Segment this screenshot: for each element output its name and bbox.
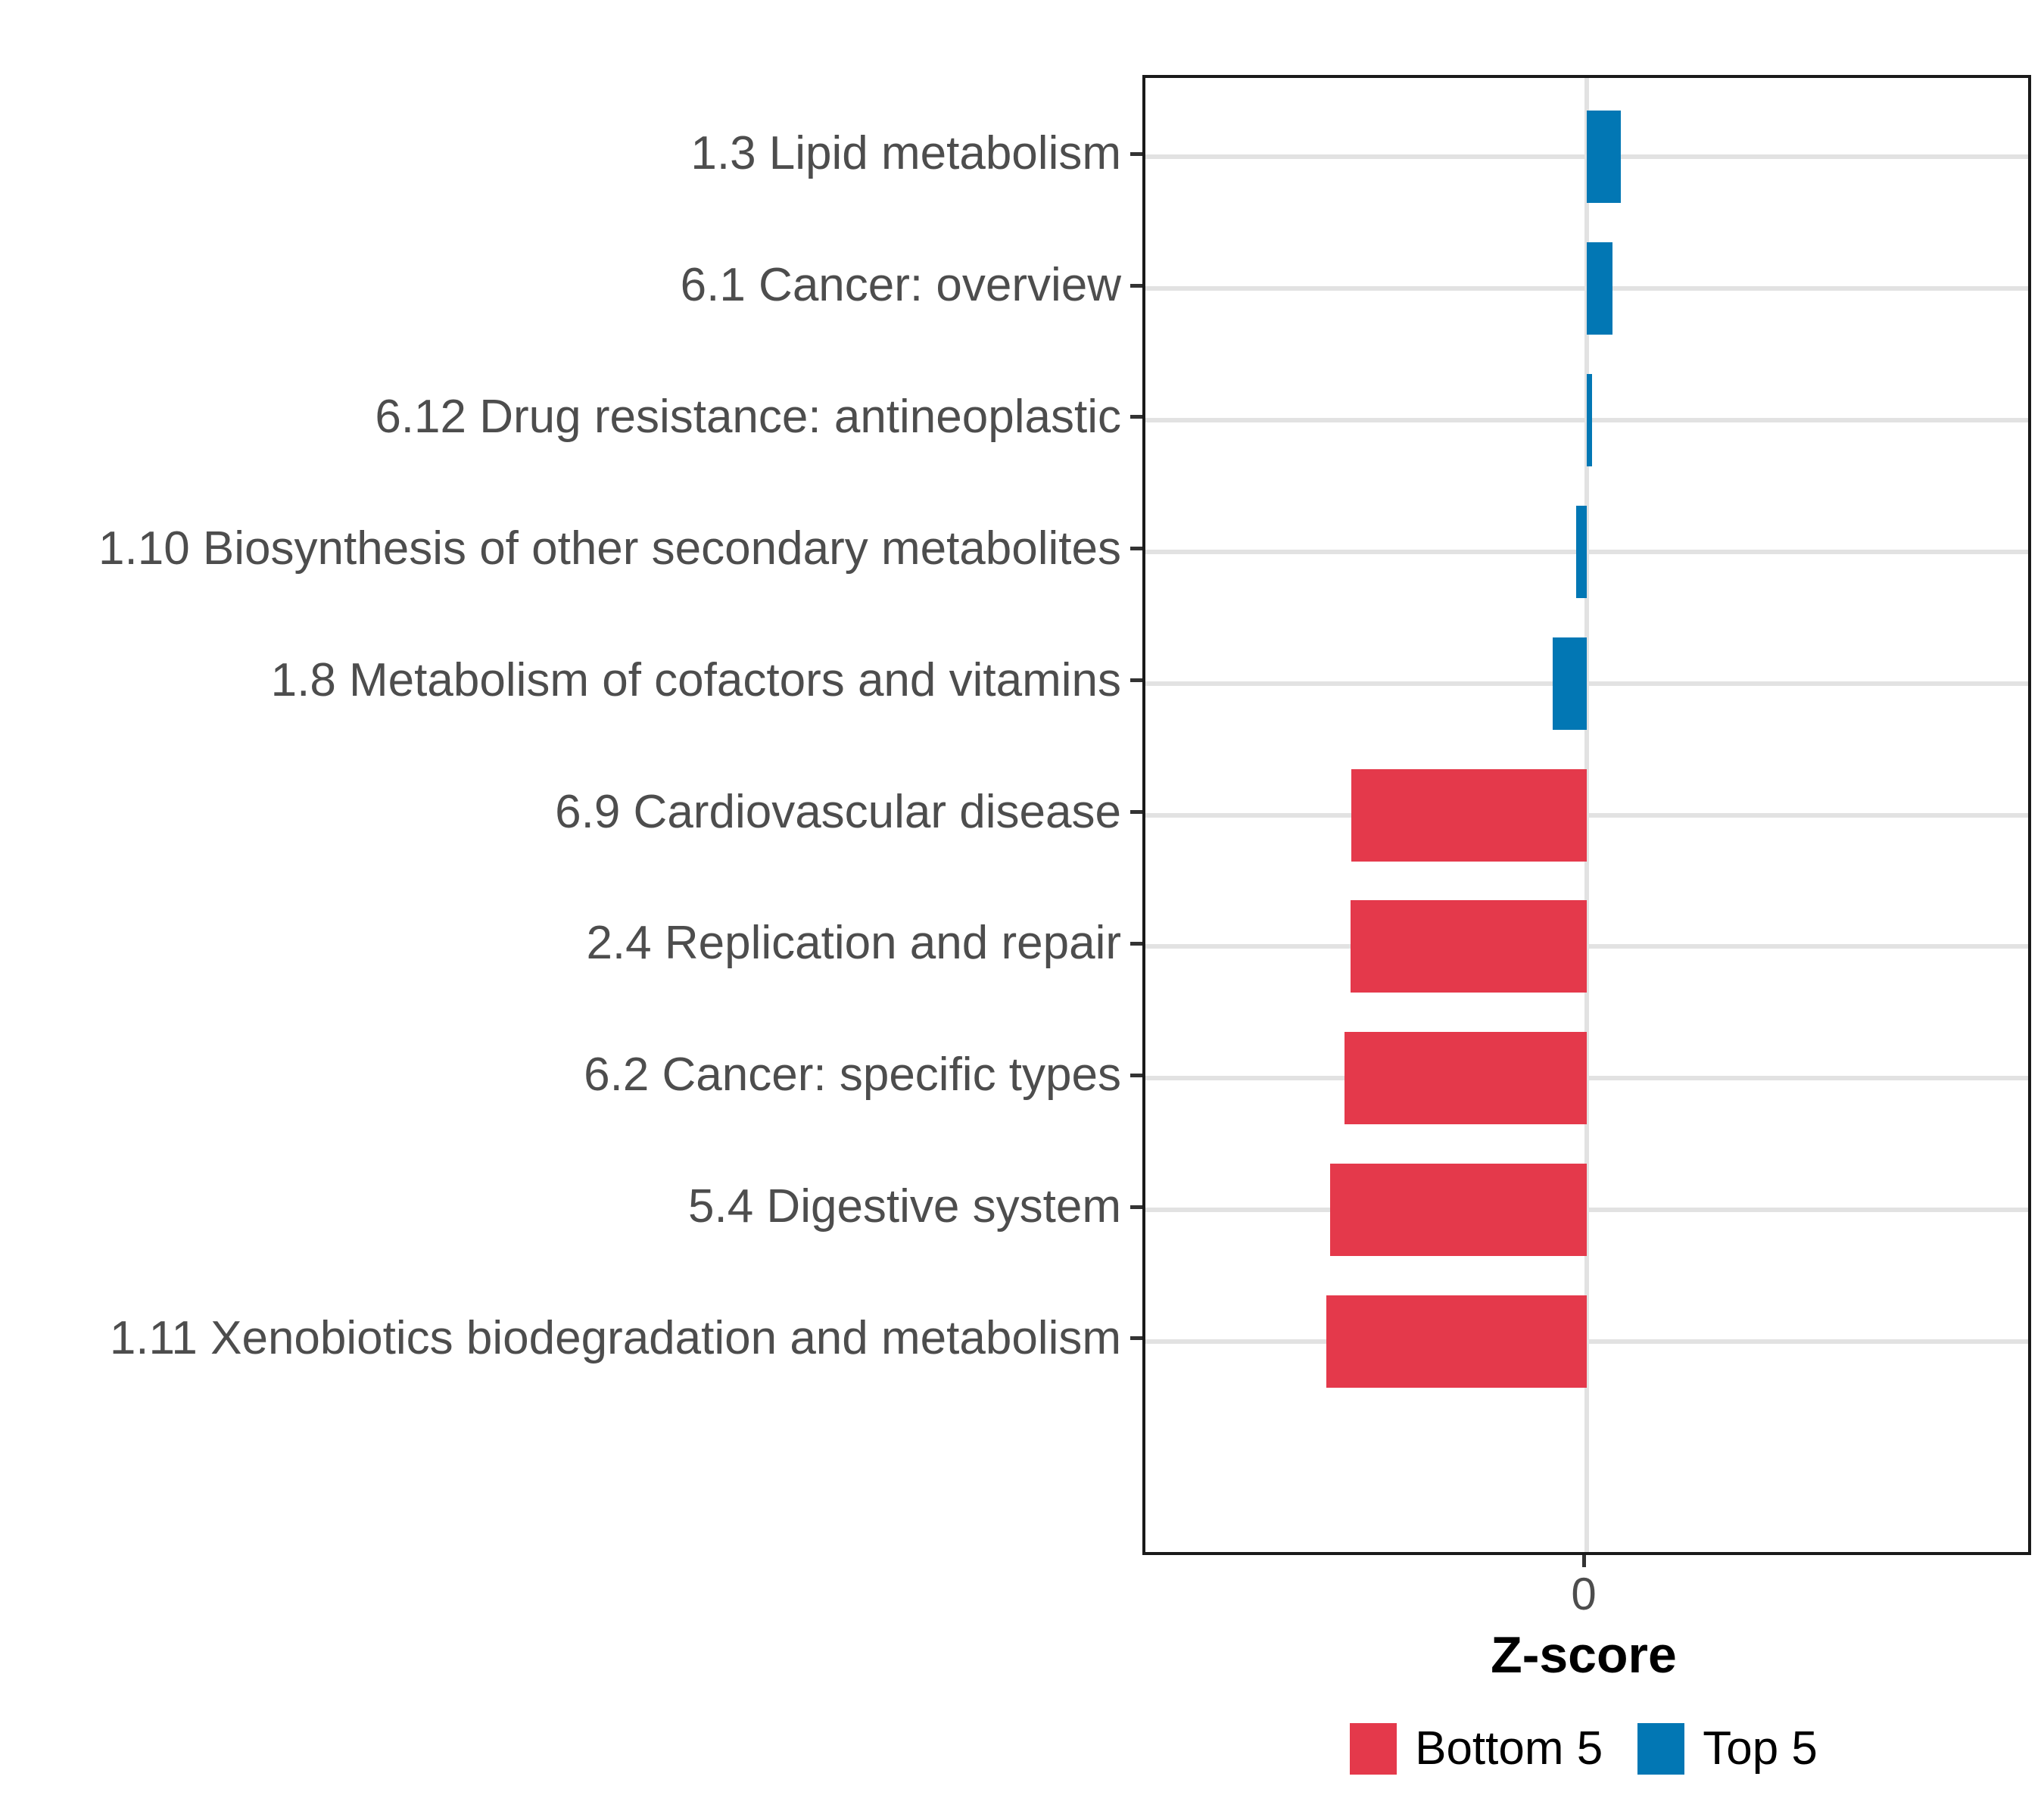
y-axis-tick — [1130, 152, 1142, 156]
bar-6-12-drug-resistance-antineoplastic — [1587, 374, 1592, 466]
bar-6-1-cancer-overview — [1587, 242, 1612, 335]
legend-label-top5: Top 5 — [1703, 1722, 1818, 1775]
y-axis-label-1-3-lipid-metabolism: 1.3 Lipid metabolism — [690, 127, 1121, 179]
legend: Bottom 5 Top 5 — [1142, 1723, 2025, 1775]
bar-1-3-lipid-metabolism — [1587, 111, 1621, 203]
x-axis-tick-label-zero: 0 — [1571, 1569, 1597, 1619]
bar-5-4-digestive-system — [1330, 1164, 1587, 1256]
x-axis-tick-zero — [1582, 1555, 1586, 1567]
bar-1-11-xenobiotics-biodegradation-and-metabolism — [1326, 1295, 1587, 1388]
legend-item-bottom5: Bottom 5 — [1350, 1723, 1603, 1775]
y-axis-tick — [1130, 810, 1142, 814]
y-axis-label-6-9-cardiovascular-disease: 6.9 Cardiovascular disease — [555, 786, 1121, 838]
y-axis-tick — [1130, 284, 1142, 288]
y-axis-label-6-12-drug-resistance-antineoplastic: 6.12 Drug resistance: antineoplastic — [375, 391, 1121, 443]
gridline-row — [1145, 1076, 2028, 1081]
y-axis-tick — [1130, 547, 1142, 550]
y-axis-label-1-8-metabolism-of-cofactors-and-vitamins: 1.8 Metabolism of cofactors and vitamins — [270, 654, 1121, 706]
gridline-row — [1145, 1208, 2028, 1213]
y-axis-tick — [1130, 415, 1142, 419]
y-axis-label-1-11-xenobiotics-biodegradation-and-metabolism: 1.11 Xenobiotics biodegradation and meta… — [109, 1312, 1121, 1364]
y-axis-label-6-1-cancer-overview: 6.1 Cancer: overview — [680, 259, 1121, 311]
bar-2-4-replication-and-repair — [1351, 900, 1587, 993]
y-axis-tick — [1130, 678, 1142, 682]
y-axis-label-6-2-cancer-specific-types: 6.2 Cancer: specific types — [584, 1049, 1121, 1101]
y-axis-label-5-4-digestive-system: 5.4 Digestive system — [688, 1180, 1121, 1233]
bar-6-9-cardiovascular-disease — [1351, 769, 1587, 862]
y-axis-tick — [1130, 942, 1142, 946]
gridline-row — [1145, 812, 2028, 818]
bar-1-8-metabolism-of-cofactors-and-vitamins — [1553, 637, 1587, 730]
legend-label-bottom5: Bottom 5 — [1415, 1722, 1603, 1775]
gridline-row — [1145, 944, 2028, 949]
y-axis-tick — [1130, 1336, 1142, 1340]
bar-1-10-biosynthesis-of-other-secondary-metabolites — [1576, 506, 1587, 598]
legend-swatch-top5 — [1637, 1723, 1685, 1775]
y-axis-label-2-4-replication-and-repair: 2.4 Replication and repair — [586, 917, 1121, 969]
legend-swatch-bottom5 — [1350, 1723, 1397, 1775]
gridline-row — [1145, 681, 2028, 686]
plot-panel — [1142, 75, 2031, 1555]
y-axis-tick — [1130, 1074, 1142, 1077]
y-axis-tick — [1130, 1205, 1142, 1209]
bar-6-2-cancer-specific-types — [1344, 1032, 1587, 1124]
legend-item-top5: Top 5 — [1637, 1723, 1818, 1775]
y-axis-label-1-10-biosynthesis-of-other-secondary-metabolites: 1.10 Biosynthesis of other secondary met… — [98, 522, 1121, 575]
x-axis-title: Z-score — [1491, 1626, 1677, 1684]
gridline-row — [1145, 549, 2028, 554]
gridline-row — [1145, 1339, 2028, 1344]
